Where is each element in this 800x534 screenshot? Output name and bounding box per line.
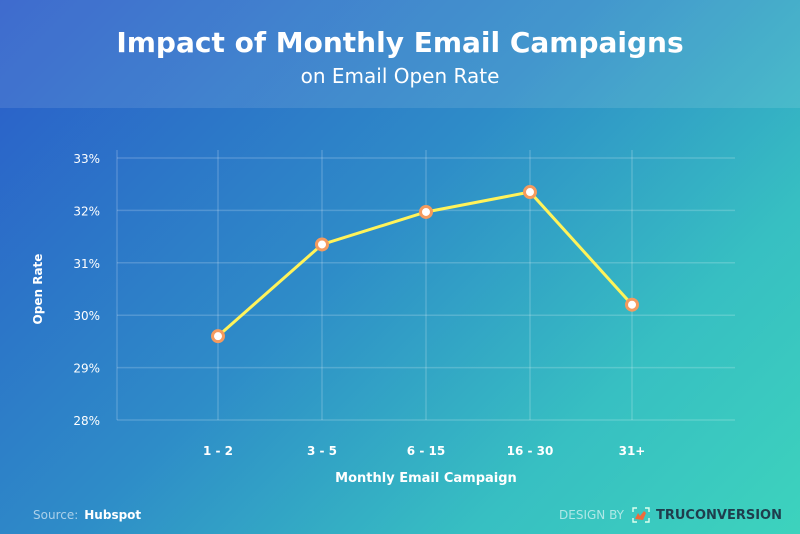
chart-title: Impact of Monthly Email Campaigns — [116, 26, 684, 59]
x-tick-label: 16 - 30 — [507, 444, 554, 458]
x-tick-label: 31+ — [619, 444, 646, 458]
chart-subtitle: on Email Open Rate — [300, 64, 500, 88]
y-axis-label: Open Rate — [31, 254, 45, 325]
y-tick-label: 30% — [73, 309, 100, 323]
y-tick-label: 31% — [73, 257, 100, 271]
truconversion-logo-icon — [632, 507, 650, 523]
data-point — [419, 204, 433, 219]
data-point — [625, 297, 639, 312]
data-point — [211, 329, 225, 344]
x-tick-label: 6 - 15 — [407, 444, 445, 458]
x-tick-label: 1 - 2 — [203, 444, 233, 458]
header: Impact of Monthly Email Campaigns on Ema… — [0, 0, 800, 108]
design-credit: DESIGN BY TRUCONVERSION — [559, 507, 782, 523]
y-tick-label: 29% — [73, 362, 100, 376]
y-tick-label: 28% — [73, 414, 100, 428]
design-label: DESIGN BY — [559, 508, 624, 522]
source: Source: Hubspot — [33, 508, 141, 522]
brand-name: TRUCONVERSION — [656, 507, 782, 523]
y-tick-label: 32% — [73, 204, 100, 218]
source-label: Source: — [33, 508, 79, 522]
data-point — [315, 237, 329, 252]
x-axis-label: Monthly Email Campaign — [335, 471, 517, 486]
x-tick-label: 3 - 5 — [307, 444, 337, 458]
source-value: Hubspot — [84, 508, 142, 522]
y-tick-label: 33% — [73, 152, 100, 166]
data-point — [523, 185, 537, 200]
